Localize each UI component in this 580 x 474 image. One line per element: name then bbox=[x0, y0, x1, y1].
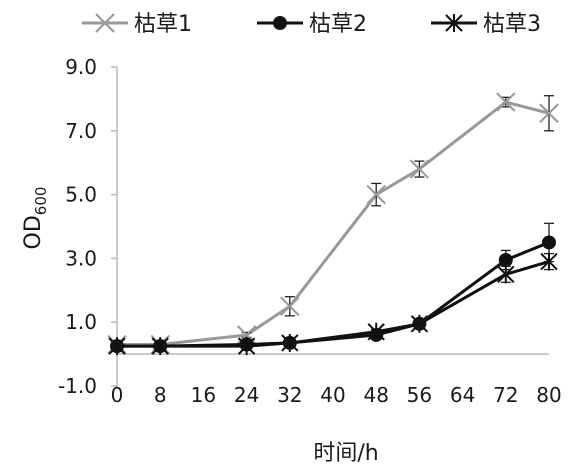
series-line bbox=[117, 100, 550, 347]
y-tick-label: 9.0 bbox=[65, 55, 97, 79]
data-point bbox=[280, 296, 300, 316]
marker-stroke bbox=[409, 159, 430, 179]
y-tick-label: -1.0 bbox=[58, 374, 97, 398]
data-point bbox=[410, 314, 429, 333]
x-tick-label: 64 bbox=[450, 383, 475, 407]
legend: 枯草1 枯草2 枯草3 bbox=[82, 12, 541, 37]
x-tick-label: 48 bbox=[363, 383, 388, 407]
legend-label: 枯草1 bbox=[134, 12, 192, 37]
legend-marker bbox=[445, 14, 463, 32]
x-tick-label: 40 bbox=[320, 383, 345, 407]
marker-stroke bbox=[366, 184, 386, 205]
y-tick-label: 5.0 bbox=[65, 183, 97, 207]
axes bbox=[111, 66, 549, 387]
x-tick-label: 72 bbox=[493, 383, 518, 407]
data-point bbox=[539, 103, 559, 123]
x-tick-labels: 0 8 16 24 32 40 48 56 64 72 80 bbox=[111, 383, 562, 407]
x-tick-label: 80 bbox=[536, 383, 561, 407]
marker-stroke bbox=[496, 92, 516, 112]
y-axis-title: OD600 bbox=[21, 187, 50, 250]
data-point bbox=[281, 333, 299, 352]
plot-area bbox=[107, 92, 559, 356]
legend-marker bbox=[273, 16, 287, 30]
y-tick-label: 7.0 bbox=[65, 119, 97, 143]
series-line bbox=[117, 260, 550, 348]
legend-item-3: 枯草3 bbox=[431, 12, 541, 37]
x-axis-title: 时间/h bbox=[313, 441, 378, 466]
y-tick-label: 3.0 bbox=[65, 246, 97, 270]
data-point bbox=[151, 337, 169, 356]
data-point bbox=[542, 235, 556, 250]
marker-stroke bbox=[280, 296, 300, 316]
data-point bbox=[540, 252, 558, 271]
legend-label: 枯草3 bbox=[483, 12, 541, 37]
y-axis-title-subscript: 600 bbox=[32, 187, 50, 216]
x-tick-label: 8 bbox=[154, 383, 167, 407]
marker-stroke bbox=[539, 103, 559, 123]
series-3 bbox=[108, 252, 558, 356]
series-line bbox=[117, 241, 550, 348]
data-point bbox=[497, 265, 515, 284]
data-point bbox=[496, 92, 516, 112]
data-point bbox=[367, 322, 385, 341]
x-tick-label: 32 bbox=[277, 383, 302, 407]
data-point bbox=[366, 184, 386, 205]
x-tick-label: 56 bbox=[407, 383, 432, 407]
legend-label: 枯草2 bbox=[309, 12, 367, 37]
y-tick-label: 1.0 bbox=[65, 310, 97, 334]
y-tick-labels: -1.0 1.0 3.0 5.0 7.0 9.0 bbox=[58, 55, 97, 398]
marker-stroke bbox=[95, 13, 115, 33]
legend-marker bbox=[95, 13, 115, 33]
data-point bbox=[237, 337, 256, 356]
x-tick-label: 24 bbox=[234, 383, 259, 407]
data-point bbox=[108, 337, 126, 356]
series-2 bbox=[110, 222, 556, 354]
x-tick-label: 0 bbox=[111, 383, 124, 407]
legend-item-2: 枯草2 bbox=[257, 12, 367, 37]
x-tick-label: 16 bbox=[191, 383, 216, 407]
series-1 bbox=[107, 92, 559, 355]
legend-item-1: 枯草1 bbox=[82, 12, 192, 37]
data-point bbox=[409, 159, 430, 179]
data-point bbox=[498, 252, 513, 267]
